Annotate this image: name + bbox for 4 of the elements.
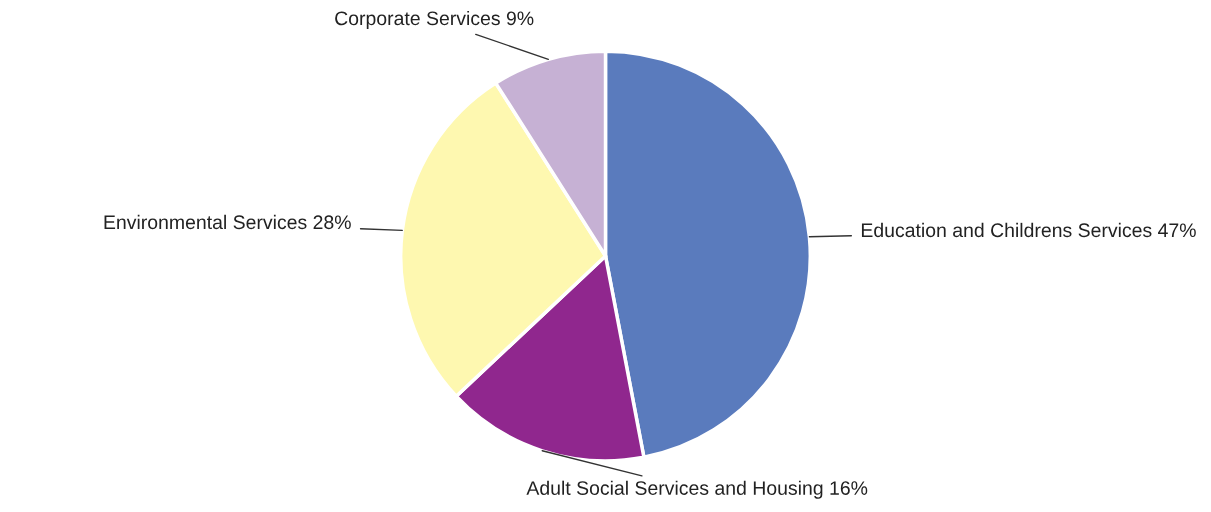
- slice-label: Adult Social Services and Housing 16%: [526, 480, 868, 499]
- slice-label: Environmental Services 28%: [104, 214, 351, 230]
- slice-label: Corporate Services 9%: [335, 10, 534, 30]
- slice-label: Education and Childrens Services 47%: [861, 222, 1196, 238]
